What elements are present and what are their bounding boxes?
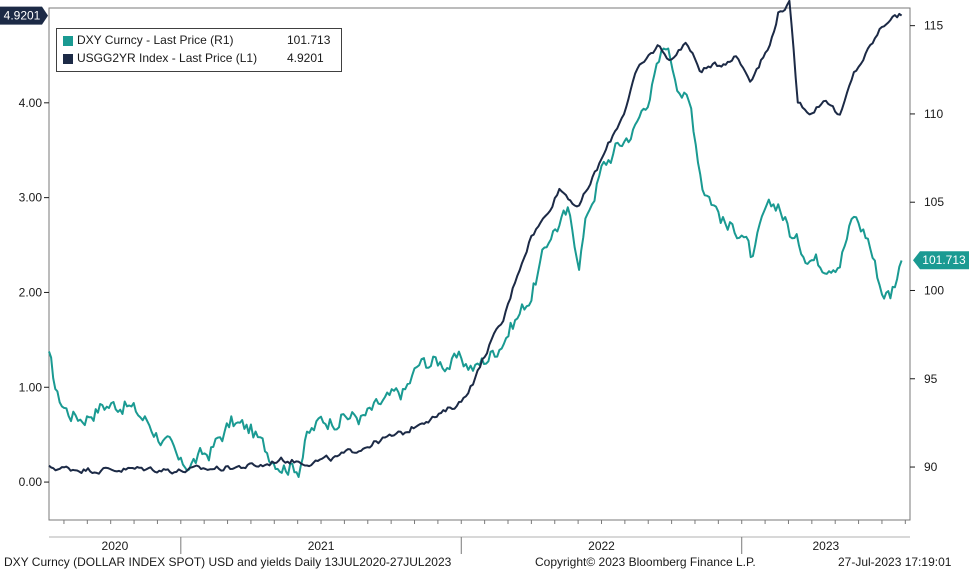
left-tick-label: 2.00 [19, 285, 43, 299]
left-tick-label: 4.00 [19, 96, 43, 110]
plot-area [48, 7, 911, 521]
series-line-usgg2yr [48, 0, 903, 475]
legend-value-dxy: 101.713 [287, 33, 331, 47]
legend-label-usgg2yr: USGG2YR Index - Last Price (L1) [77, 51, 258, 65]
footer-timestamp: 27-Jul-2023 17:19:01 [838, 555, 952, 569]
right-tick-label: 100 [924, 283, 944, 297]
last-value-text-usgg2yr: 4.9201 [4, 9, 41, 23]
footer-copyright: Copyright© 2023 Bloomberg Finance L.P. [535, 555, 756, 569]
footer-description: DXY Curncy (DOLLAR INDEX SPOT) USD and y… [4, 555, 452, 569]
legend-swatch-dxy [63, 35, 73, 46]
right-tick-label: 95 [924, 372, 938, 386]
legend-swatch-usgg2yr [63, 53, 73, 64]
x-year-label: 2023 [813, 539, 840, 553]
left-tick-label: 0.00 [19, 475, 43, 489]
legend: DXY Curncy - Last Price (R1) 101.713 USG… [56, 28, 342, 72]
x-year-label: 2020 [102, 539, 129, 553]
last-value-text-dxy: 101.713 [922, 253, 966, 267]
right-tick-label: 115 [924, 19, 943, 33]
series-line-dxy [48, 47, 903, 478]
x-year-label: 2022 [588, 539, 615, 553]
left-tick-label: 1.00 [19, 380, 43, 394]
legend-item-usgg2yr[interactable]: USGG2YR Index - Last Price (L1) 4.9201 [63, 50, 324, 66]
right-tick-label: 90 [924, 460, 938, 474]
x-year-label: 2021 [308, 539, 335, 553]
legend-label-dxy: DXY Curncy - Last Price (R1) [77, 33, 234, 47]
right-tick-label: 110 [924, 107, 943, 121]
last-value-tag-usgg2yr [0, 6, 48, 25]
left-tick-label: 3.00 [19, 191, 43, 205]
legend-item-dxy[interactable]: DXY Curncy - Last Price (R1) 101.713 [63, 32, 330, 48]
right-tick-label: 105 [924, 195, 944, 209]
legend-value-usgg2yr: 4.9201 [287, 51, 324, 65]
last-value-tag-dxy [913, 251, 969, 270]
